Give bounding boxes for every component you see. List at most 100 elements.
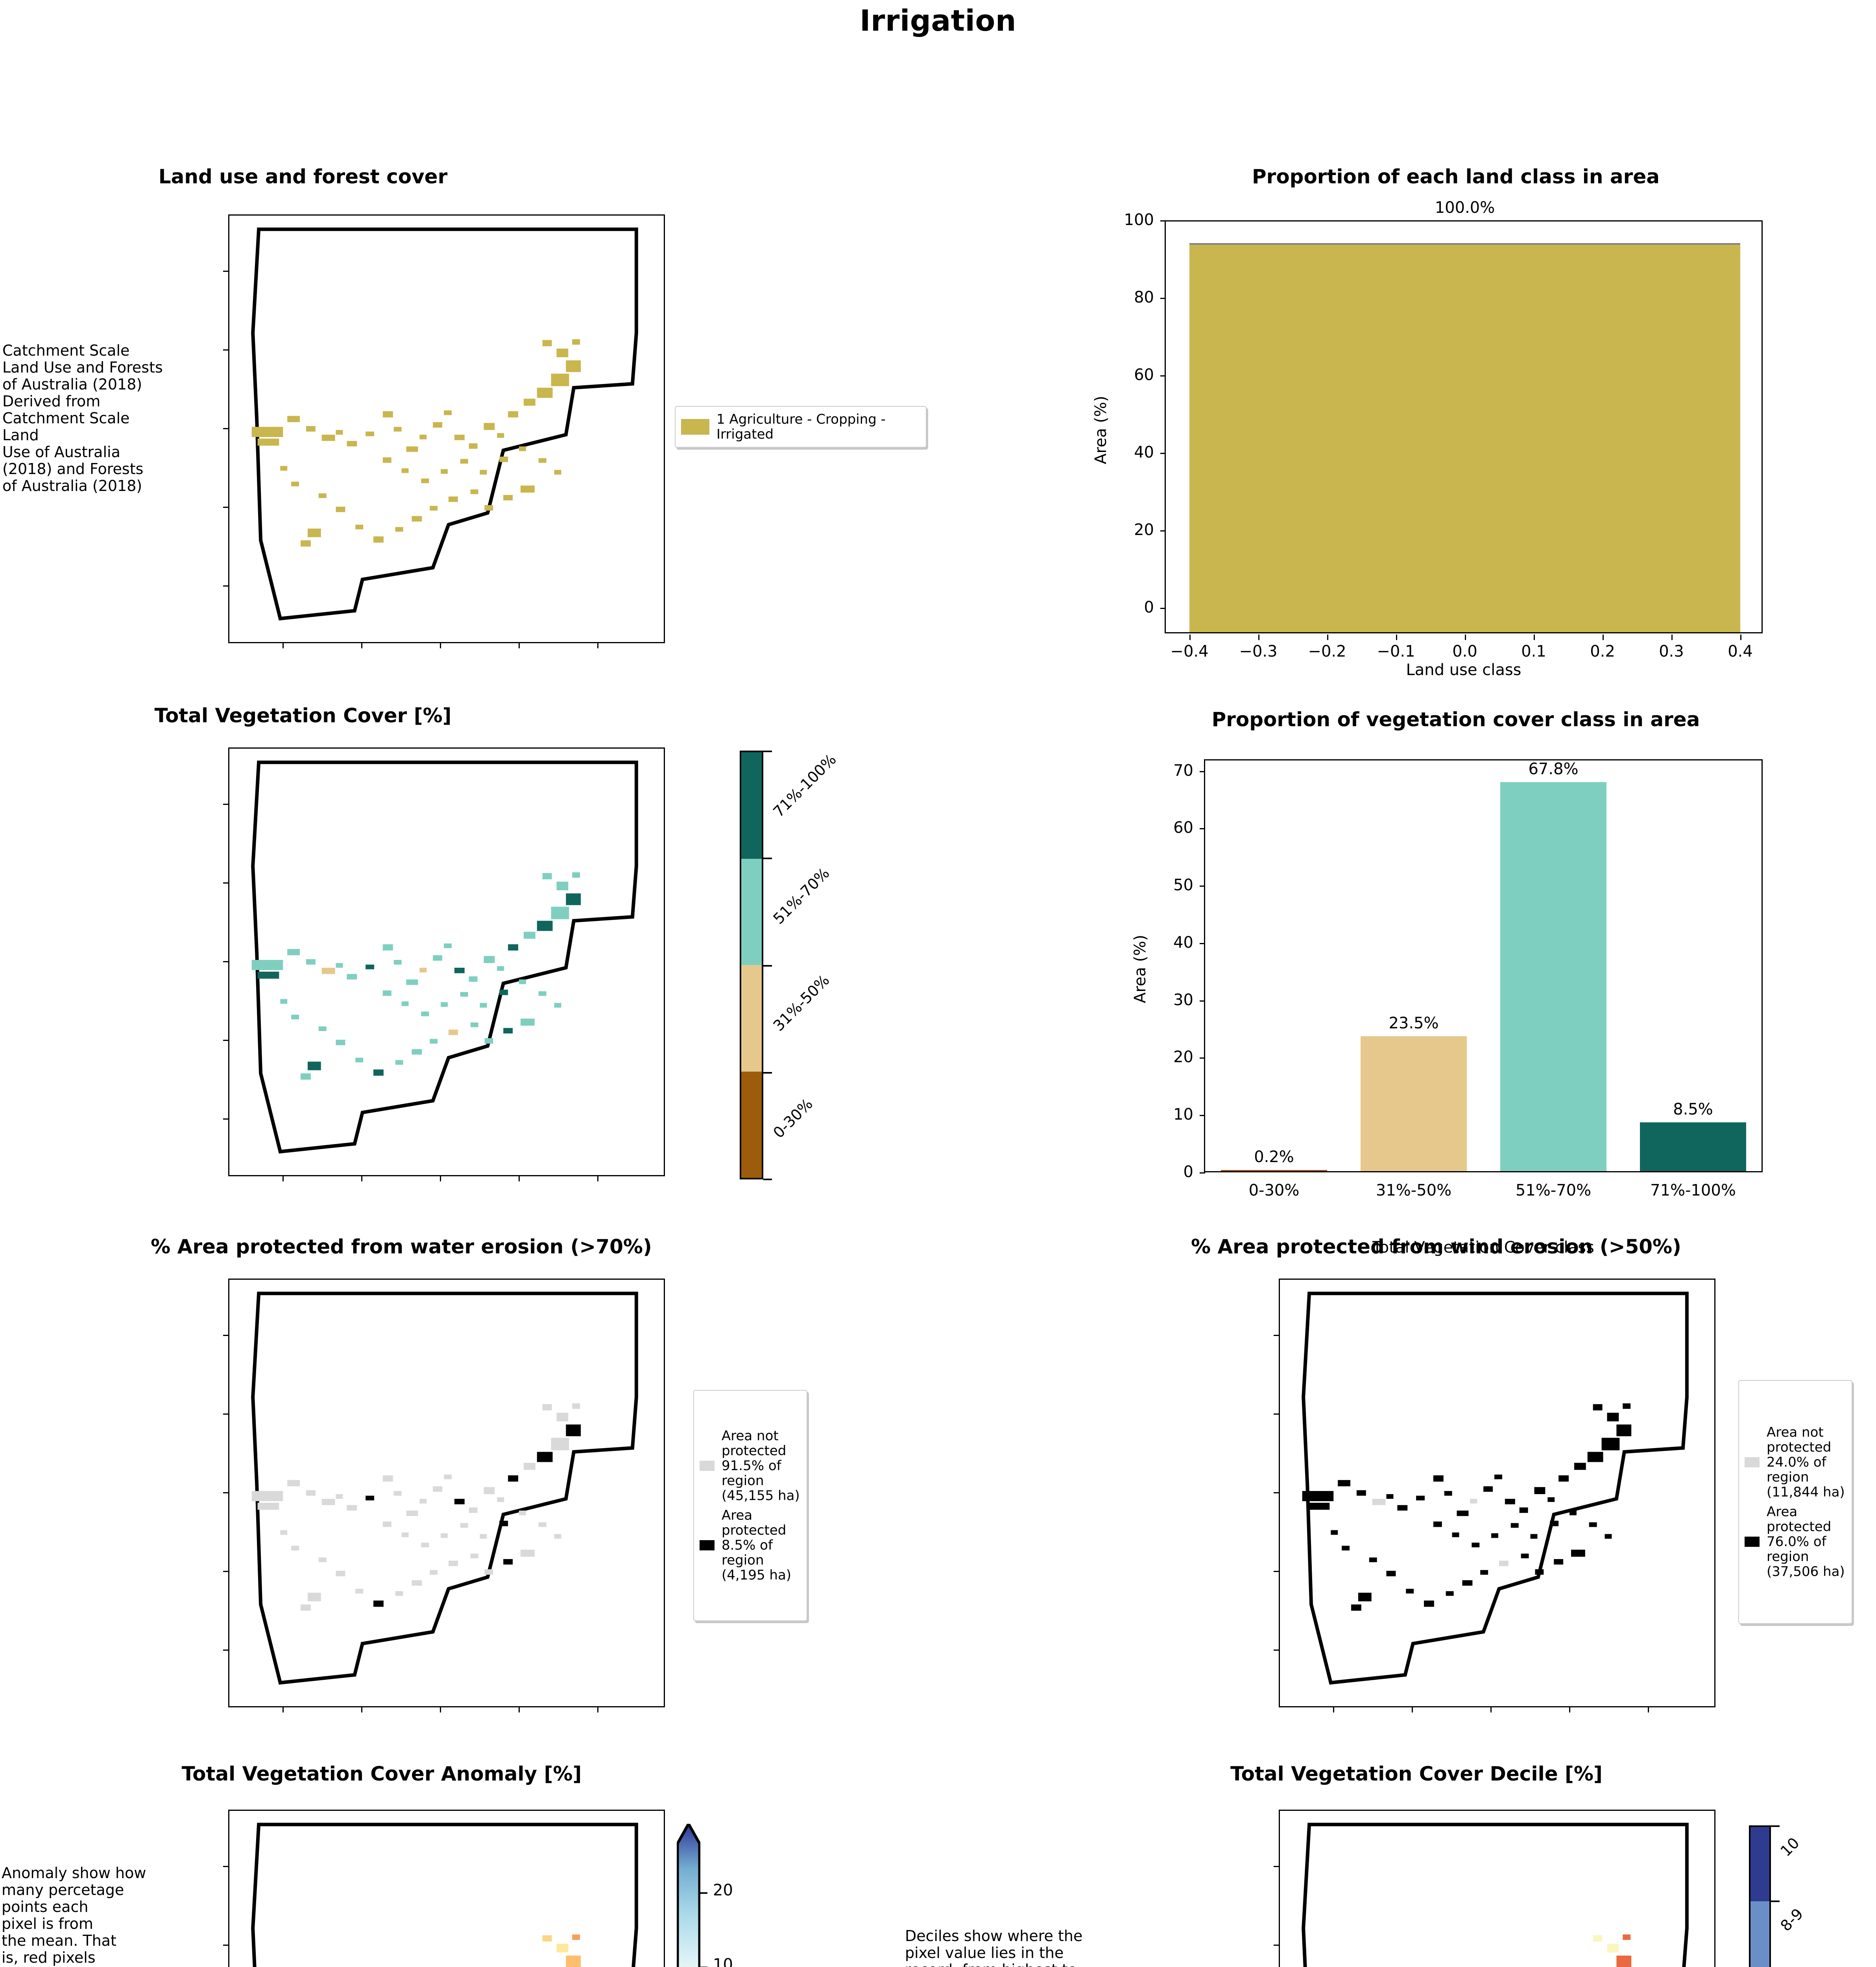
decile-label-8-9: 8-9 [1777, 1905, 1807, 1935]
water-erosion-map[interactable] [223, 1279, 665, 1712]
not-protected-swatch [700, 1460, 715, 1471]
land-use-map-svg [251, 227, 638, 621]
colorbar-label-31-50: 31%-50% [770, 971, 833, 1035]
landclass-chart-ylabel: Area (%) [1092, 396, 1110, 464]
landclass-chart-plot[interactable]: 100.0% 0 20 40 60 80 100 −0.4 −0.3 −0.2 … [1124, 199, 1763, 661]
land-use-patches [251, 339, 581, 547]
decile-label-10: 10 [1777, 1834, 1803, 1860]
y-tick-label: 50 [1173, 876, 1193, 894]
protected-swatch [1745, 1537, 1760, 1547]
water-erosion-panel-title: % Area protected from water erosion (>70… [151, 1235, 652, 1258]
x-tick-label: 0-30% [1248, 1181, 1300, 1199]
anomaly-patches [542, 1934, 581, 1967]
vegclass-chart-ylabel: Area (%) [1131, 935, 1149, 1003]
protected-swatch [700, 1540, 715, 1551]
vegclass-chart-plot[interactable]: 0.2% 23.5% 67.8% 8.5% 0 10 20 30 40 50 6… [1173, 759, 1763, 1199]
bar [1189, 243, 1740, 632]
wind-erosion-legend[interactable]: Area not protected 24.0% of region (11,8… [1738, 1380, 1852, 1624]
legend-item-label: Area not protected 91.5% of region (45,1… [722, 1428, 800, 1504]
x-tick-label: 0.1 [1521, 642, 1546, 661]
bar [1500, 782, 1606, 1171]
bar [1640, 1122, 1746, 1171]
legend-item: Area protected 8.5% of region (4,195 ha) [700, 1508, 801, 1583]
y-tick-label: 0 [1144, 598, 1154, 616]
x-tick-label: 0.0 [1452, 642, 1477, 661]
x-tick-label: −0.3 [1239, 642, 1278, 661]
anomaly-panel-title: Total Vegetation Cover Anomaly [%] [181, 1762, 582, 1785]
x-tick-label: 0.2 [1590, 642, 1615, 661]
anomaly-colorbar[interactable] [676, 1821, 701, 1967]
water-erosion-patches [251, 1403, 581, 1611]
veg-cover-map[interactable] [223, 747, 665, 1181]
decile-colorbar[interactable] [1749, 1825, 1771, 1967]
land-use-map[interactable] [223, 214, 665, 648]
veg-cover-panel-title: Total Vegetation Cover [%] [154, 704, 452, 727]
wind-erosion-panel-title: % Area protected from wind erosion (>50%… [1191, 1235, 1682, 1258]
page-title: Irrigation [859, 4, 1017, 38]
legend-item-label: Area not protected 24.0% of region (11,8… [1767, 1424, 1845, 1500]
bar [1361, 1036, 1467, 1171]
legend-item-label: Area protected 8.5% of region (4,195 ha) [722, 1508, 792, 1583]
colorbar-segment [741, 858, 762, 965]
anomaly-tick-label: 10 [713, 1956, 733, 1967]
decile-map-svg [1302, 1823, 1689, 1967]
y-tick-label: 20 [1173, 1048, 1193, 1066]
decile-note: Deciles show where the pixel value lies … [905, 1927, 1083, 1967]
x-tick-label: 51%-70% [1515, 1181, 1592, 1199]
bar-value-label: 0.2% [1254, 1148, 1294, 1166]
colorbar-label-51-70: 51%-70% [770, 864, 833, 928]
bar-value-label: 67.8% [1528, 760, 1579, 778]
not-protected-swatch [1745, 1457, 1760, 1467]
y-tick-label: 30 [1173, 991, 1193, 1009]
y-tick-label: 100 [1124, 211, 1154, 229]
x-tick-label: 0.3 [1659, 642, 1684, 661]
land-class-swatch [681, 419, 709, 435]
land-use-panel-title: Land use and forest cover [158, 165, 448, 188]
land-use-note: Catchment Scale Land Use and Forests of … [2, 342, 163, 495]
colorbar-segment [741, 1071, 762, 1178]
wind-erosion-patches [1302, 1403, 1632, 1611]
x-tick-label: 0.4 [1728, 642, 1753, 661]
bar [1221, 1170, 1327, 1171]
legend-item: Area protected 76.0% of region (37,506 h… [1745, 1504, 1846, 1579]
y-tick-label: 40 [1134, 443, 1154, 461]
colorbar-segment [1750, 1827, 1769, 1902]
colorbar-segment [1750, 1901, 1769, 1967]
colorbar-label-0-30: 0-30% [770, 1095, 816, 1142]
veg-cover-patches [251, 872, 581, 1080]
bar-value-label: 100.0% [1435, 199, 1495, 217]
colorbar-segment [741, 752, 762, 859]
landclass-chart-xlabel: Land use class [1406, 661, 1521, 679]
y-tick-label: 40 [1173, 934, 1193, 952]
x-tick-label: 31%-50% [1376, 1181, 1452, 1199]
vegclass-chart-xlabel: Total Vegetation Cover class [1372, 1238, 1594, 1257]
legend-item: Area not protected 24.0% of region (11,8… [1745, 1425, 1846, 1500]
y-tick-label: 70 [1173, 762, 1193, 780]
x-tick-label: −0.1 [1377, 642, 1415, 661]
y-tick-label: 20 [1134, 521, 1154, 539]
anomaly-note: Anomaly show how many percetage points e… [2, 1864, 146, 1967]
water-erosion-legend[interactable]: Area not protected 91.5% of region (45,1… [693, 1390, 807, 1621]
x-tick-label: −0.2 [1308, 642, 1346, 661]
y-tick-label: 80 [1134, 288, 1154, 306]
veg-cover-colorbar[interactable] [740, 751, 763, 1179]
wind-erosion-map[interactable] [1274, 1279, 1715, 1712]
colorbar-label-71-100: 71%-100% [770, 751, 840, 821]
vegclass-chart-title: Proportion of vegetation cover class in … [1211, 708, 1700, 731]
y-tick-label: 60 [1173, 819, 1193, 837]
landclass-chart-title: Proportion of each land class in area [1252, 165, 1660, 188]
x-tick-label: 71%-100% [1650, 1181, 1736, 1199]
veg-cover-map-svg [251, 760, 638, 1154]
bar-value-label: 8.5% [1673, 1100, 1713, 1118]
land-use-legend[interactable]: 1 Agriculture - Cropping - Irrigated [675, 406, 927, 448]
decile-map[interactable] [1274, 1810, 1715, 1967]
anomaly-map[interactable] [223, 1810, 665, 1967]
y-tick-label: 60 [1134, 366, 1154, 384]
anomaly-map-svg [251, 1823, 638, 1967]
colorbar-segment [741, 965, 762, 1072]
y-tick-label: 0 [1183, 1163, 1193, 1181]
bar-value-label: 23.5% [1389, 1014, 1439, 1032]
legend-item: Area not protected 91.5% of region (45,1… [700, 1428, 801, 1503]
y-tick-label: 10 [1173, 1105, 1193, 1124]
x-tick-label: −0.4 [1170, 642, 1209, 661]
